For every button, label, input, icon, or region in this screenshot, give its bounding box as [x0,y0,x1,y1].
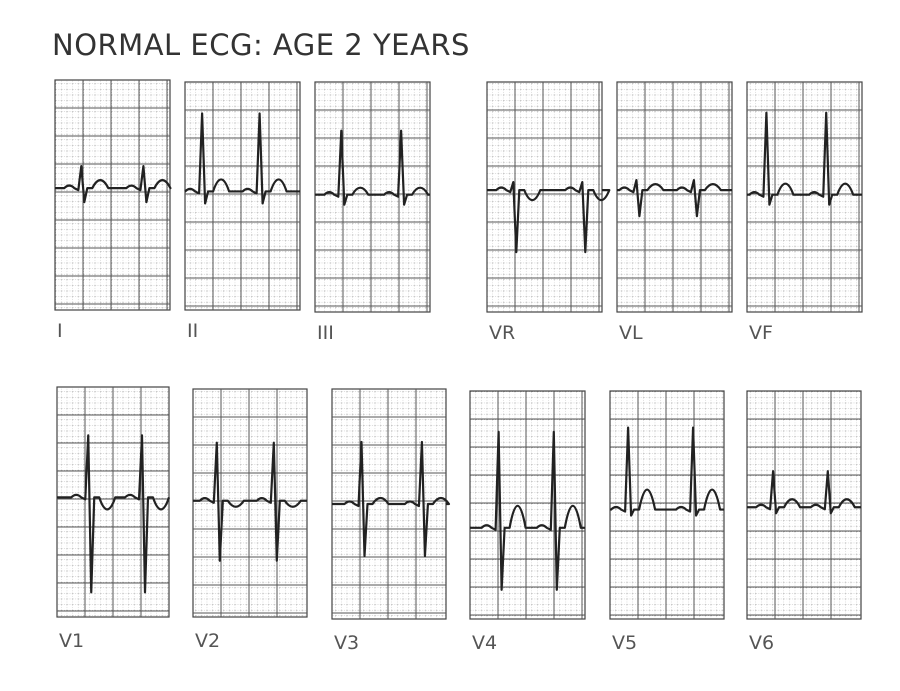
lead-panel: V2 [192,388,308,652]
lead-panel: V4 [469,390,586,654]
grid-paper [192,388,308,618]
lead-label: V3 [334,632,359,654]
ecg-trace [184,112,300,205]
ecg-trace [617,179,732,218]
lead-panel: VF [746,81,863,344]
ecg-trace [747,111,862,206]
grid-paper [746,390,862,620]
ecg-trace [487,181,611,254]
ecg-trace [193,441,307,562]
ecg-trace [610,426,724,517]
lead-label: VR [489,322,515,344]
ecg-trace [747,470,861,515]
grid-paper [609,390,725,620]
lead-label: V2 [195,630,220,652]
ecg-trace [332,440,451,558]
lead-panel: III [314,81,431,344]
lead-label: V4 [472,632,497,654]
lead-label: VL [619,322,643,344]
lead-panel: V6 [746,390,862,654]
lead-label: III [317,322,334,344]
ecg-trace [57,434,171,594]
title: NORMAL ECG: AGE 2 YEARS [52,28,470,62]
lead-label: V1 [59,630,84,652]
ecg-trace [470,430,585,591]
lead-label: I [57,320,63,342]
lead-panel: VR [486,81,611,344]
grid-paper [469,390,586,620]
lead-label: VF [749,322,773,344]
ecg-trace [315,129,430,206]
lead-panel: V1 [56,386,171,652]
ecg-trace [55,165,172,204]
grid-paper [616,81,733,313]
lead-panel: II [184,81,301,342]
lead-label: II [187,320,198,342]
lead-panel: I [54,79,172,342]
lead-panel: V5 [609,390,725,654]
grid-paper [314,81,431,313]
lead-panel: V3 [331,388,451,654]
grid-paper [54,79,171,311]
lead-panel: VL [616,81,733,344]
lead-label: V6 [749,632,774,654]
lead-label: V5 [612,632,637,654]
